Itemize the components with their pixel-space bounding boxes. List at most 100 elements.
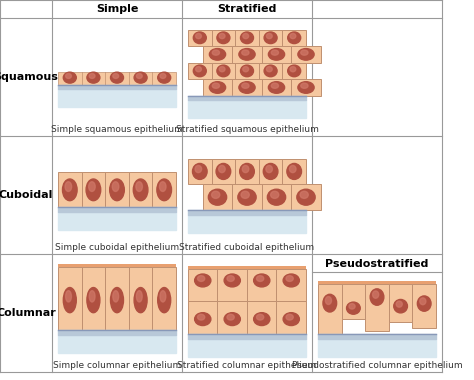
Ellipse shape	[268, 49, 284, 60]
Ellipse shape	[242, 83, 249, 88]
Bar	[291, 46, 321, 63]
Ellipse shape	[239, 82, 255, 93]
Bar	[412, 284, 436, 328]
Ellipse shape	[212, 50, 219, 55]
Ellipse shape	[110, 72, 124, 83]
Bar	[153, 268, 176, 330]
Ellipse shape	[300, 191, 308, 198]
Bar	[232, 79, 262, 96]
Text: Simple cuboidal epithelium: Simple cuboidal epithelium	[55, 242, 179, 252]
Bar	[105, 173, 129, 207]
Ellipse shape	[267, 189, 286, 205]
Ellipse shape	[65, 291, 72, 302]
Ellipse shape	[323, 294, 337, 312]
Ellipse shape	[287, 163, 301, 179]
Bar	[58, 89, 176, 107]
Ellipse shape	[240, 163, 255, 179]
Bar	[235, 63, 259, 79]
Ellipse shape	[196, 66, 201, 72]
Bar	[58, 24, 176, 72]
Bar	[58, 142, 176, 234]
Bar	[283, 63, 306, 79]
Ellipse shape	[216, 163, 231, 179]
Ellipse shape	[192, 163, 207, 179]
Bar	[82, 268, 105, 330]
Bar	[82, 173, 105, 207]
Bar	[247, 301, 276, 334]
Ellipse shape	[264, 32, 277, 44]
Ellipse shape	[210, 49, 226, 60]
Ellipse shape	[137, 291, 142, 302]
Ellipse shape	[240, 65, 254, 77]
Bar	[318, 281, 436, 284]
Bar	[283, 30, 306, 46]
Ellipse shape	[87, 72, 100, 83]
Bar	[58, 330, 176, 335]
Ellipse shape	[212, 83, 219, 88]
Ellipse shape	[110, 288, 124, 313]
Bar	[58, 268, 82, 330]
Bar	[342, 284, 365, 318]
Bar	[259, 158, 283, 184]
Ellipse shape	[64, 72, 76, 83]
Bar	[247, 269, 276, 301]
Bar	[188, 210, 306, 215]
Ellipse shape	[158, 288, 171, 313]
Ellipse shape	[89, 74, 95, 78]
Bar	[188, 266, 306, 269]
Bar	[232, 184, 262, 210]
Ellipse shape	[65, 182, 72, 192]
Bar	[235, 158, 259, 184]
Bar	[58, 173, 82, 207]
Text: Simple columnar epithelium: Simple columnar epithelium	[53, 361, 181, 369]
Text: Squamous: Squamous	[0, 72, 58, 82]
Bar	[318, 284, 342, 334]
Bar	[276, 301, 306, 334]
Bar	[188, 100, 306, 118]
Ellipse shape	[238, 189, 256, 205]
Ellipse shape	[271, 83, 279, 88]
Ellipse shape	[242, 165, 249, 173]
Ellipse shape	[283, 313, 300, 326]
Ellipse shape	[264, 65, 277, 77]
Bar	[188, 24, 306, 116]
Bar	[188, 334, 306, 339]
Ellipse shape	[219, 33, 225, 39]
Bar	[58, 24, 176, 116]
Ellipse shape	[370, 289, 384, 305]
Bar	[291, 184, 321, 210]
Ellipse shape	[224, 313, 240, 326]
Bar	[188, 96, 306, 100]
Bar	[188, 260, 306, 352]
Bar	[318, 334, 436, 339]
Bar	[259, 30, 283, 46]
Bar	[188, 30, 211, 46]
Ellipse shape	[420, 298, 426, 305]
Bar	[211, 30, 235, 46]
Ellipse shape	[219, 165, 225, 173]
Ellipse shape	[157, 179, 172, 201]
Bar	[188, 301, 218, 334]
Ellipse shape	[109, 179, 124, 201]
Ellipse shape	[256, 276, 264, 282]
Bar	[259, 63, 283, 79]
Bar	[58, 260, 176, 352]
Text: Stratified columnar epithelium: Stratified columnar epithelium	[177, 361, 317, 369]
Ellipse shape	[219, 66, 225, 72]
Text: Stratified cuboidal epithelium: Stratified cuboidal epithelium	[180, 242, 315, 252]
Bar	[262, 46, 291, 63]
Ellipse shape	[263, 163, 278, 179]
Bar	[153, 173, 176, 207]
Bar	[218, 269, 247, 301]
Bar	[188, 158, 211, 184]
Ellipse shape	[240, 32, 254, 44]
Ellipse shape	[224, 274, 240, 287]
Bar	[291, 79, 321, 96]
Ellipse shape	[268, 82, 284, 93]
Ellipse shape	[137, 74, 142, 78]
Ellipse shape	[301, 83, 308, 88]
Ellipse shape	[195, 313, 211, 326]
Ellipse shape	[64, 288, 76, 313]
Ellipse shape	[211, 191, 220, 198]
Bar	[58, 207, 176, 212]
